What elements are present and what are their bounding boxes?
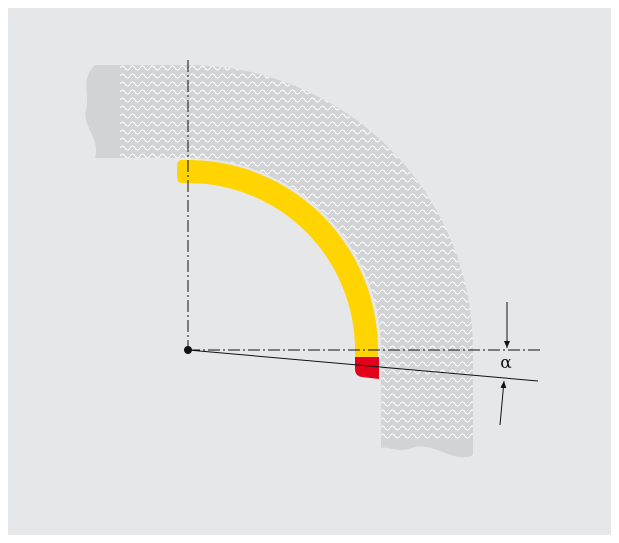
center-point bbox=[184, 346, 192, 354]
red-segment bbox=[355, 357, 379, 379]
angle-line bbox=[187, 349, 539, 382]
arrow-up bbox=[499, 380, 507, 426]
belt-weave bbox=[120, 65, 473, 440]
angle-label: α bbox=[500, 353, 512, 373]
yellow-segment bbox=[177, 160, 378, 357]
